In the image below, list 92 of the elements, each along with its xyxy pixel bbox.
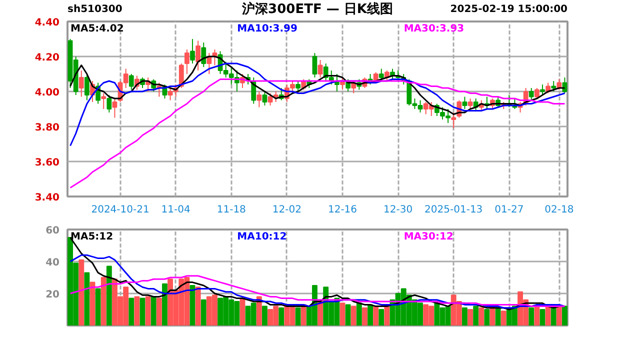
candlestick xyxy=(128,74,134,90)
bar xyxy=(550,307,556,326)
bar xyxy=(368,304,373,326)
x-tick-label: 12-30 xyxy=(384,204,413,216)
bar xyxy=(278,307,284,326)
candlestick xyxy=(184,49,190,74)
bar xyxy=(156,298,162,326)
bar xyxy=(556,306,562,326)
bar xyxy=(162,283,168,326)
candlestick xyxy=(101,92,106,110)
text: sh510300 xyxy=(68,4,122,15)
candlestick xyxy=(268,92,273,106)
candlestick xyxy=(296,80,300,92)
x-tick-label: 12-16 xyxy=(328,204,358,216)
bar xyxy=(495,307,501,326)
candlestick xyxy=(106,94,112,113)
bar xyxy=(462,307,468,326)
bar xyxy=(540,309,546,326)
x-tick-label: 02-18 xyxy=(544,204,574,216)
bar xyxy=(195,286,201,326)
x-tick-label: 2024-10-21 xyxy=(91,204,150,216)
bar xyxy=(562,306,568,326)
bar xyxy=(384,306,390,326)
candlestick xyxy=(528,88,534,101)
candlestick xyxy=(84,74,90,101)
text: MA30:3.93 xyxy=(404,24,464,34)
candlestick xyxy=(256,91,262,108)
text: MA30:12 xyxy=(404,232,454,242)
text: MA10:3.99 xyxy=(237,24,298,34)
candlestick xyxy=(312,52,318,78)
bar xyxy=(95,288,101,326)
bar xyxy=(356,302,362,326)
bar xyxy=(295,307,301,326)
bar xyxy=(473,306,479,326)
y-tick-label: 4.00 xyxy=(34,88,60,98)
y-tick-label: 3.40 xyxy=(34,192,60,204)
candlestick xyxy=(462,96,468,110)
candlestick xyxy=(262,91,268,106)
x-tick-label: 11-18 xyxy=(216,204,246,216)
bar xyxy=(534,306,540,326)
bar xyxy=(78,259,84,326)
text: MA10:12 xyxy=(237,232,287,242)
candlestick xyxy=(273,91,278,102)
bar xyxy=(256,296,262,326)
bar xyxy=(262,306,268,326)
y-tick-label: 60 xyxy=(46,226,60,236)
candlestick xyxy=(540,84,545,96)
bar xyxy=(478,307,484,326)
bar xyxy=(362,307,368,326)
candlestick xyxy=(378,68,384,82)
line-series xyxy=(70,254,566,309)
bar xyxy=(345,304,351,326)
x-tick-label: 12-02 xyxy=(272,204,302,216)
candlestick xyxy=(78,70,84,98)
bar xyxy=(500,310,506,326)
bar xyxy=(373,306,379,326)
candlestick xyxy=(112,98,118,118)
candlestick xyxy=(318,60,323,78)
candlestick xyxy=(201,42,206,68)
x-tick-label: 11-04 xyxy=(161,204,190,216)
bar xyxy=(106,266,112,326)
x-tick-label: 2025-01-13 xyxy=(424,204,483,216)
candlestick xyxy=(196,40,200,71)
y-tick-label: 4.40 xyxy=(34,18,60,28)
candlestick xyxy=(451,112,456,129)
y-tick-label: 20 xyxy=(46,290,60,300)
candlestick xyxy=(190,38,195,64)
candlestick xyxy=(551,80,556,92)
bar xyxy=(200,299,206,326)
y-tick-label: 4.20 xyxy=(34,52,60,64)
x-tick-label: 01-27 xyxy=(494,204,524,216)
bar xyxy=(100,277,106,326)
candlestick xyxy=(468,98,473,110)
bar xyxy=(468,309,473,326)
bar xyxy=(350,306,356,326)
bar xyxy=(84,272,90,326)
bar xyxy=(528,307,534,326)
bar xyxy=(150,296,156,326)
bar xyxy=(484,309,490,326)
bar xyxy=(378,309,384,326)
bar xyxy=(134,296,140,326)
text: 2025-02-19 15:00:00 xyxy=(450,4,568,15)
bar xyxy=(340,302,346,326)
y-tick-label: 40 xyxy=(46,258,60,268)
series-label: MA5:12 xyxy=(70,232,114,242)
bar xyxy=(145,296,151,326)
y-tick-label: 3.80 xyxy=(34,122,60,134)
bar xyxy=(128,298,134,326)
text: MA5:4.02 xyxy=(70,24,124,34)
y-tick-label: 3.60 xyxy=(34,158,60,168)
bar xyxy=(140,298,146,326)
chart-title: 沪深300ETF — 日K线图 xyxy=(241,0,393,17)
